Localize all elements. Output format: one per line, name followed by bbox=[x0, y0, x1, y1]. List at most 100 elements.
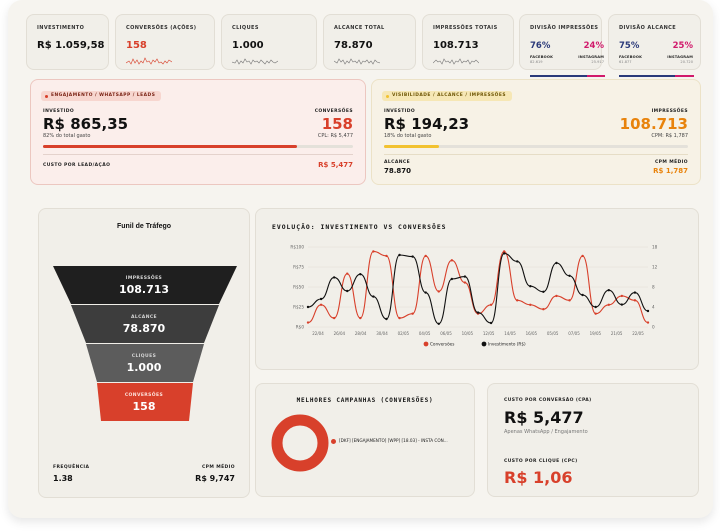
visibility-tag: Visibilidade / Alcance / Impressões bbox=[382, 91, 513, 101]
kpi-label: Cliques bbox=[232, 25, 259, 31]
reach-label: Alcance bbox=[384, 160, 411, 165]
instagram-share: 24% INSTAGRAM 25.917 bbox=[572, 41, 604, 64]
series-point bbox=[319, 303, 323, 306]
instagram-pct: 24% bbox=[583, 41, 604, 51]
stage-label: Cliques bbox=[131, 354, 157, 359]
legend-label: Conversões bbox=[430, 342, 454, 347]
series-point bbox=[529, 285, 532, 288]
engagement-tag: Engajamento / WhatsApp / Leads bbox=[41, 91, 162, 101]
tag-dot bbox=[45, 94, 48, 98]
x-tick-label: 04/05 bbox=[419, 331, 431, 336]
funnel-card: Funil de Tráfego Impressões 108.713 Alca… bbox=[38, 208, 250, 498]
series-point bbox=[359, 273, 362, 276]
freq-label: Frequência bbox=[53, 465, 90, 470]
x-tick-label: 10/05 bbox=[462, 331, 474, 336]
share-bar bbox=[530, 75, 605, 77]
series-point bbox=[516, 260, 519, 263]
series-point bbox=[568, 274, 571, 277]
kpi-value: 1.000 bbox=[232, 40, 264, 51]
cost-value: R$ 5,477 bbox=[318, 161, 353, 169]
division-label: Divisão impressões bbox=[530, 25, 599, 31]
x-tick-label: 22/04 bbox=[312, 331, 324, 336]
y-right-tick-label: 8 bbox=[652, 285, 655, 290]
cpm-label: CPM médio bbox=[654, 160, 688, 165]
instagram-pct: 25% bbox=[672, 41, 693, 51]
stage-label: Conversões bbox=[124, 393, 164, 398]
cpa-label: Custo por conversão (CPA) bbox=[504, 398, 592, 403]
chart-title: Evolução: Investimento vs Conversões bbox=[272, 223, 447, 231]
impr-label: Impressões bbox=[651, 109, 688, 114]
series-point bbox=[424, 291, 427, 294]
facebook-num: 61.877 bbox=[619, 60, 632, 64]
legend-swatch bbox=[481, 341, 487, 347]
series-point bbox=[372, 250, 375, 253]
legend-label: Investimento (R$) bbox=[488, 342, 526, 347]
y-right-tick-label: 0 bbox=[652, 325, 655, 330]
series-point bbox=[306, 321, 310, 324]
series-point bbox=[646, 321, 650, 324]
series-point bbox=[437, 290, 440, 293]
stage-label: Impressões bbox=[125, 276, 163, 281]
invested-sub: 82% do total gasto bbox=[43, 133, 91, 139]
series-point bbox=[502, 250, 506, 253]
reach-value: 78.870 bbox=[384, 167, 412, 175]
series-point bbox=[372, 295, 375, 298]
series-point bbox=[476, 311, 480, 314]
series-point bbox=[398, 253, 401, 257]
series-point bbox=[633, 291, 637, 294]
series-point bbox=[385, 317, 388, 321]
invested-value: R$ 194,23 bbox=[384, 115, 470, 133]
series-point bbox=[555, 261, 558, 265]
kpi-value: 78.870 bbox=[334, 40, 373, 51]
division-reach-card: Divisão alcance 75% FACEBOOK 61.877 25% … bbox=[608, 14, 701, 77]
funnel-text-impressoes: Impressões 108.713 bbox=[39, 276, 249, 296]
evolution-chart-card: Evolução: Investimento vs Conversões R$1… bbox=[255, 208, 699, 370]
sparkline-alcance bbox=[334, 58, 380, 65]
series-point bbox=[450, 277, 454, 281]
series-point bbox=[555, 294, 558, 298]
visibility-progress bbox=[384, 145, 688, 148]
series-point bbox=[398, 316, 401, 320]
legend-swatch bbox=[423, 341, 429, 347]
x-tick-label: 02/05 bbox=[398, 331, 410, 336]
series-point bbox=[633, 299, 637, 302]
cpc-value: R$ 1,06 bbox=[504, 468, 573, 487]
series-point bbox=[450, 259, 454, 262]
series-point bbox=[319, 297, 323, 301]
kpi-label: Impressões totais bbox=[433, 25, 498, 31]
engagement-panel: Engajamento / WhatsApp / Leads Investido… bbox=[30, 79, 366, 185]
stage-label: Alcance bbox=[130, 315, 158, 320]
kpi-card-conversoes: Conversões (ações) 158 bbox=[115, 14, 215, 70]
evolution-line-chart: R$100 18 R$75 12 R$50 8 R$25 4 R$0 0 22/04 26/04 28/… bbox=[290, 245, 658, 347]
cpc-label: Custo por clique (CPC) bbox=[504, 459, 578, 464]
kpi-value: 108.713 bbox=[433, 40, 479, 51]
kpi-card-cliques: Cliques 1.000 bbox=[221, 14, 317, 70]
facebook-share: 76% FACEBOOK 82.619 bbox=[530, 41, 570, 64]
series-point bbox=[620, 294, 624, 298]
funnel-text-alcance: Alcance 78.870 bbox=[39, 315, 249, 335]
series-point bbox=[489, 321, 493, 325]
series-point bbox=[411, 255, 414, 258]
instagram-num: 20.720 bbox=[680, 60, 693, 64]
x-tick-label: 19/05 bbox=[590, 331, 602, 336]
division-impressions-card: Divisão impressões 76% FACEBOOK 82.619 2… bbox=[519, 14, 605, 77]
stage-value: 158 bbox=[132, 400, 156, 413]
x-tick-label: 16/05 bbox=[526, 331, 538, 336]
series-point bbox=[646, 309, 650, 313]
funnel-stage-impressoes bbox=[53, 266, 237, 304]
kpi-value: 158 bbox=[126, 40, 147, 51]
y-left-tick-label: R$75 bbox=[293, 265, 304, 270]
stage-value: 108.713 bbox=[118, 283, 170, 296]
series-point bbox=[346, 289, 349, 293]
conv-value: 158 bbox=[321, 115, 353, 133]
kpi-value: R$ 1.059,58 bbox=[37, 40, 105, 51]
x-tick-label: 30/04 bbox=[376, 331, 388, 336]
y-right-tick-label: 12 bbox=[652, 265, 658, 270]
stage-value: 1.000 bbox=[126, 361, 162, 374]
series-point bbox=[332, 276, 336, 279]
facebook-name: FACEBOOK bbox=[530, 55, 554, 59]
engagement-progress bbox=[43, 145, 353, 148]
y-left-tick-label: R$100 bbox=[290, 245, 304, 250]
visibility-panel: Visibilidade / Alcance / Impressões Inve… bbox=[371, 79, 701, 185]
series-point bbox=[542, 290, 545, 293]
